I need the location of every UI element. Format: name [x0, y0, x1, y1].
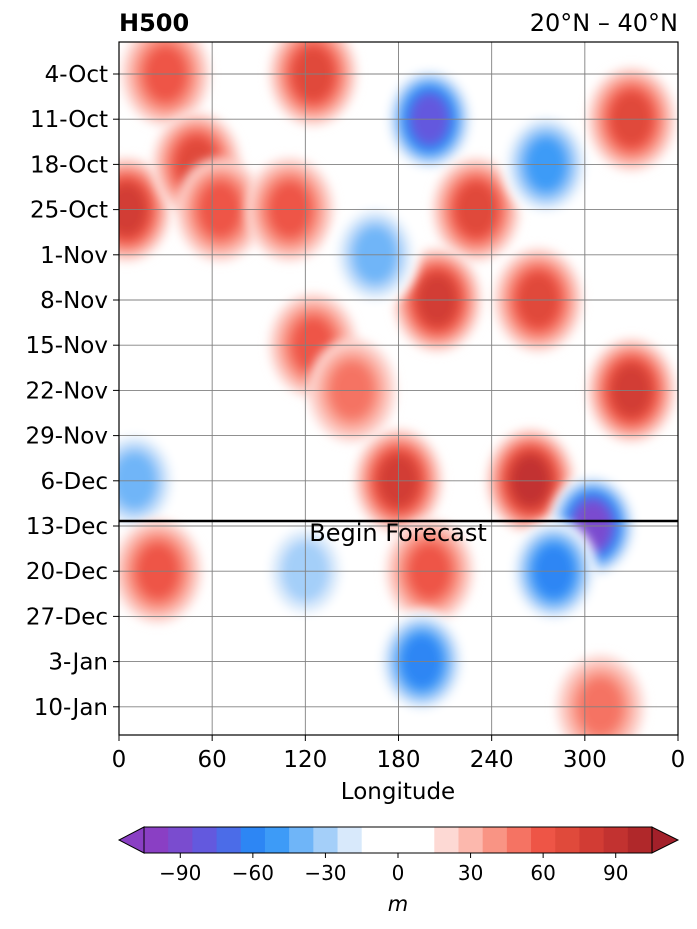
colorbar-label: m — [388, 892, 408, 916]
colorbar-swatch — [192, 827, 218, 853]
colorbar-swatch — [168, 827, 193, 853]
anomaly-blob — [385, 67, 474, 172]
chart-title-left: H500 — [119, 9, 189, 37]
chart-title-right: 20°N – 40°N — [530, 9, 678, 37]
colorbar-extend-high — [651, 826, 680, 854]
colorbar-swatch — [482, 827, 508, 853]
x-tick-label: 120 — [283, 747, 327, 773]
colorbar-tick-label: −60 — [232, 861, 274, 885]
y-tick-label: 22-Nov — [26, 378, 108, 404]
y-tick-label: 20-Dec — [26, 559, 108, 585]
colorbar-swatch — [216, 827, 242, 853]
colorbar-swatch — [579, 827, 605, 853]
colorbar-swatch — [289, 827, 314, 853]
anomaly-blob — [119, 157, 171, 262]
anomaly-field — [119, 42, 676, 735]
colorbar-tick-label: 30 — [458, 861, 483, 885]
colorbar-swatch — [627, 827, 653, 853]
plot-area: Begin Forecast — [118, 41, 679, 736]
colorbar-swatch — [337, 827, 363, 853]
anomaly-blob — [331, 202, 420, 307]
y-tick-label: 1-Nov — [40, 243, 108, 269]
colorbar-swatch — [506, 827, 532, 853]
x-tick-label: 0 — [112, 747, 127, 773]
x-axis: 0 60 120 180 240 300 0 — [112, 735, 686, 773]
y-tick-label: 18-Oct — [30, 152, 108, 178]
gridlines — [118, 42, 679, 735]
anomaly-blob — [245, 157, 334, 262]
colorbar-swatch — [603, 827, 629, 853]
x-tick-label: 0 — [671, 747, 686, 773]
y-tick-label: 27-Dec — [26, 604, 108, 630]
colorbar-swatch — [555, 827, 580, 853]
colorbar-swatch — [144, 827, 169, 853]
y-axis: 4-Oct 11-Oct 18-Oct 25-Oct 1-Nov 8-Nov 15-Nov 2… — [26, 62, 119, 721]
x-tick-label: 240 — [470, 747, 514, 773]
colorbar-tick-label: 90 — [603, 861, 628, 885]
y-tick-label: 8-Nov — [40, 288, 108, 314]
y-tick-label: 3-Jan — [48, 650, 108, 676]
colorbar-swatch — [434, 827, 459, 853]
y-tick-label: 13-Dec — [26, 514, 108, 540]
colorbar-swatch — [531, 827, 556, 853]
x-tick-label: 180 — [377, 747, 421, 773]
forecast-label: Begin Forecast — [309, 519, 487, 547]
colorbar-extend-low — [117, 826, 145, 854]
colorbar-swatch — [313, 827, 339, 853]
anomaly-blob — [269, 42, 358, 126]
colorbar-tick-label: 0 — [392, 861, 405, 885]
y-tick-label: 11-Oct — [30, 107, 108, 133]
y-tick-label: 6-Dec — [41, 469, 108, 495]
colorbar-swatch — [240, 827, 266, 853]
colorbar-tick-label: 60 — [530, 861, 555, 885]
y-tick-label: 29-Nov — [26, 424, 108, 450]
colorbar-swatch — [458, 827, 484, 853]
colorbar-swatch — [361, 827, 411, 853]
colorbar-swatch — [410, 827, 435, 853]
x-tick-label: 300 — [563, 747, 607, 773]
anomaly-blob — [121, 42, 210, 126]
anomaly-blob — [587, 338, 676, 443]
colorbar: −90 −60 −30 0 30 60 90 — [117, 826, 680, 885]
colorbar-swatch — [264, 827, 290, 853]
colorbar-tick-label: −30 — [304, 861, 346, 885]
y-tick-label: 4-Oct — [45, 62, 108, 88]
y-tick-label: 25-Oct — [30, 198, 108, 224]
x-tick-label: 60 — [198, 747, 227, 773]
y-tick-label: 15-Nov — [26, 333, 108, 359]
y-tick-label: 10-Jan — [34, 695, 108, 721]
colorbar-tick-label: −90 — [159, 861, 201, 885]
x-axis-label: Longitude — [341, 779, 455, 805]
